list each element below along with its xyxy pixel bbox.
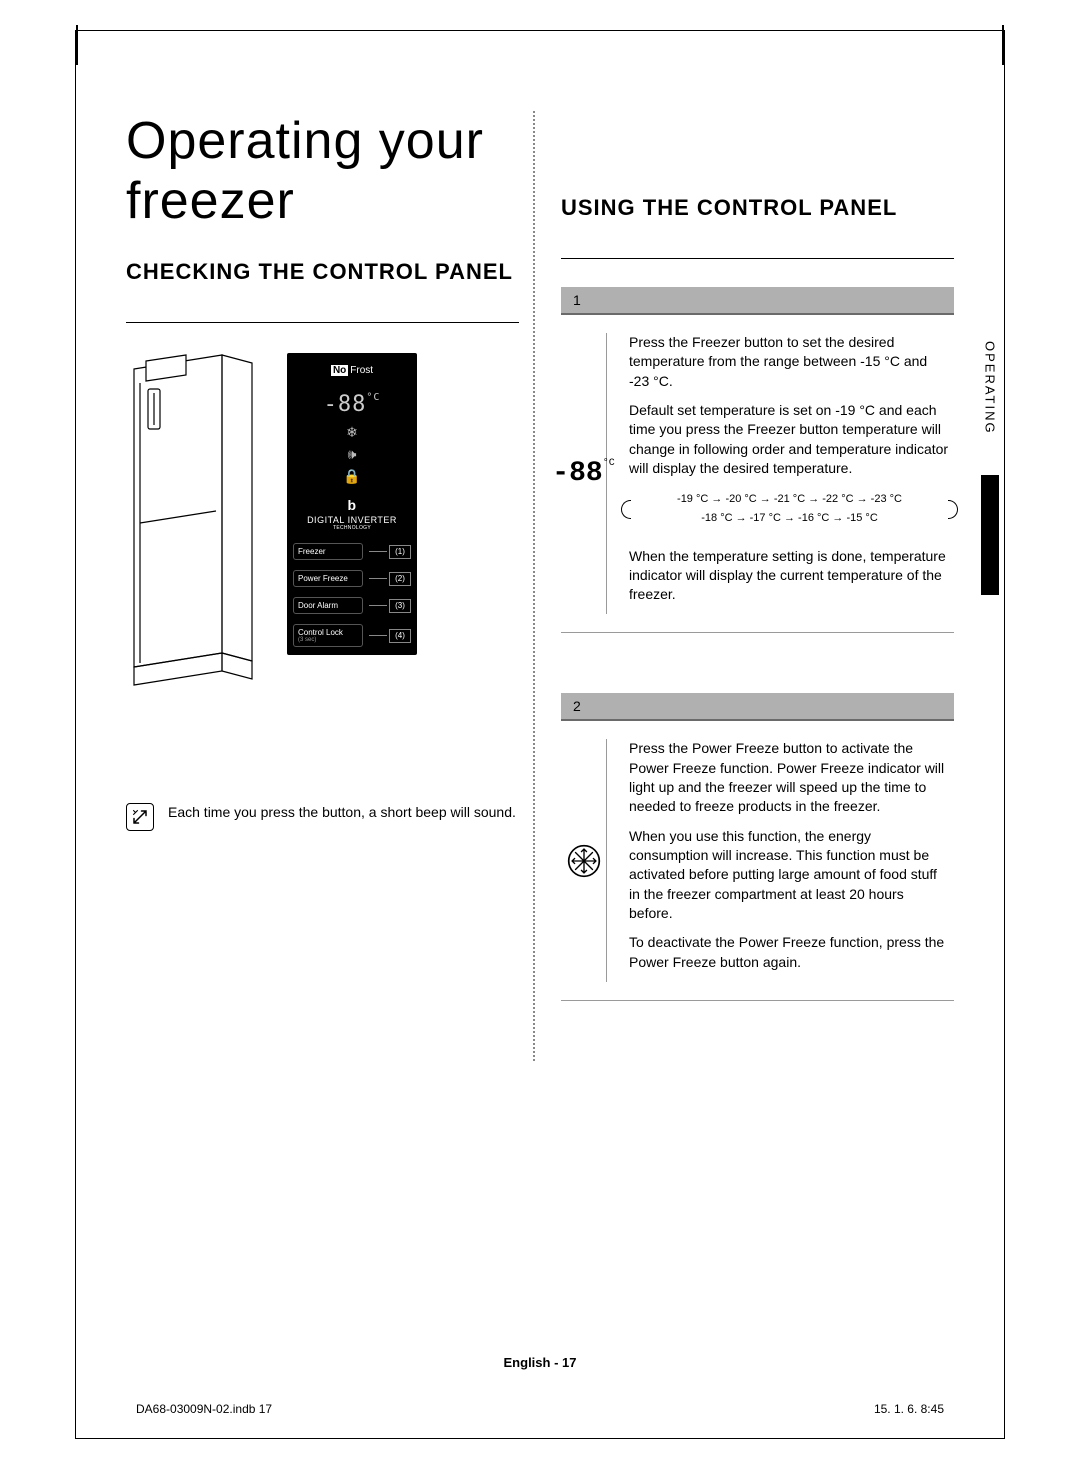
door-alarm-button-label: Door Alarm — [298, 601, 338, 610]
step-2-rule — [561, 1000, 954, 1001]
freezer-illustration — [126, 353, 261, 703]
note-icon — [126, 803, 154, 831]
step-1-icon-col: -88°C — [561, 333, 607, 614]
step-2-body: Press the Power Freeze button to activat… — [561, 721, 954, 999]
content-columns: Operating your freezer CHECKING THE CONT… — [76, 31, 1004, 1101]
step2-p2: When you use this function, the energy c… — [629, 827, 950, 924]
step1-p1: Press the Freezer button to set the desi… — [629, 333, 950, 391]
step-1-header: 1 — [561, 287, 954, 315]
step-2-header: 2 — [561, 693, 954, 721]
step2-p3: To deactivate the Power Freeze function,… — [629, 933, 950, 972]
control-lock-button-sub: (3 sec) — [298, 637, 358, 643]
temp-cycle-diagram: -19 °C → -20 °C → -21 °C → -22 °C → -23 … — [629, 490, 950, 528]
panel-button-row: Control Lock (3 sec) (4) — [287, 624, 417, 647]
crop-mark — [1002, 25, 1004, 65]
snowflake-icon: ❄ — [346, 425, 358, 439]
callout-1: (1) — [389, 545, 411, 559]
panel-brand: b DIGITAL INVERTER TECHNOLOGY — [287, 497, 417, 531]
panel-temp-unit: °C — [366, 392, 380, 403]
panel-temp-display: -88°C — [287, 392, 417, 417]
temp-display-unit: °C — [603, 458, 615, 469]
brand-line1: DIGITAL INVERTER — [307, 515, 397, 525]
cycle-line2: -18 °C → -17 °C → -16 °C → -15 °C — [629, 509, 950, 528]
page-title: Operating your freezer — [126, 111, 519, 231]
step-1-rule — [561, 632, 954, 633]
page-number-label: English - 17 — [504, 1355, 577, 1370]
callout-4: (4) — [389, 629, 411, 643]
note-row: Each time you press the button, a short … — [126, 803, 519, 831]
no-frost-rest: Frost — [350, 365, 373, 376]
brand-icon: b — [287, 497, 417, 513]
page-number: English - 17 — [76, 1355, 1004, 1370]
step-1-number: 1 — [573, 292, 581, 308]
diagram-wrap: NoFrost -88°C ❄ 🕪 🔒 b DIGITAL INVERTER T… — [126, 353, 519, 703]
page-frame: OPERATING Operating your freezer CHECKIN… — [75, 30, 1005, 1439]
step-1-body: -88°C Press the Freezer button to set th… — [561, 315, 954, 632]
step-1-text: Press the Freezer button to set the desi… — [615, 333, 950, 614]
step-2-icon-col — [561, 739, 607, 981]
step1-p2: Default set temperature is set on -19 °C… — [629, 401, 950, 478]
step-2-number: 2 — [573, 698, 581, 714]
left-column: Operating your freezer CHECKING THE CONT… — [126, 111, 519, 1061]
control-lock-button-label: Control Lock — [298, 628, 343, 637]
footer-right: 15. 1. 6. 8:45 — [874, 1402, 944, 1416]
callout-3: (3) — [389, 599, 411, 613]
freezer-button-label: Freezer — [298, 547, 326, 556]
side-tab: OPERATING — [975, 331, 1005, 611]
control-lock-button[interactable]: Control Lock (3 sec) — [293, 624, 363, 647]
brand-line2: TECHNOLOGY — [287, 525, 417, 531]
step-2: 2 — [561, 693, 954, 1000]
panel-button-row: Power Freeze (2) — [287, 570, 417, 587]
power-freeze-icon — [567, 844, 601, 878]
door-alarm-button[interactable]: Door Alarm — [293, 597, 363, 614]
temp-display-value: -88 — [552, 458, 602, 489]
panel-button-row: Freezer (1) — [287, 543, 417, 560]
step-2-text: Press the Power Freeze button to activat… — [615, 739, 950, 981]
lock-icon: 🔒 — [343, 469, 360, 483]
panel-icons: ❄ 🕪 🔒 — [287, 425, 417, 483]
side-tab-marker — [981, 475, 999, 595]
cycle-line1: -19 °C → -20 °C → -21 °C → -22 °C → -23 … — [629, 490, 950, 509]
panel-temp-value: -88 — [324, 392, 367, 417]
control-panel-illustration: NoFrost -88°C ❄ 🕪 🔒 b DIGITAL INVERTER T… — [287, 353, 417, 655]
right-column: USING THE CONTROL PANEL 1 -88°C Press th… — [533, 111, 954, 1061]
power-freeze-button[interactable]: Power Freeze — [293, 570, 363, 587]
callout-2: (2) — [389, 572, 411, 586]
no-frost-bold: No — [331, 365, 348, 376]
panel-button-row: Door Alarm (3) — [287, 597, 417, 614]
footer-left: DA68-03009N-02.indb 17 — [136, 1402, 272, 1416]
leader-line — [369, 551, 387, 552]
temp-display-icon: -88°C — [552, 458, 614, 489]
step2-p1: Press the Power Freeze button to activat… — [629, 739, 950, 816]
leader-line — [369, 635, 387, 636]
crop-mark — [76, 25, 78, 65]
alarm-icon: 🕪 — [348, 447, 357, 461]
cycle-left-arc — [621, 500, 631, 518]
freezer-button[interactable]: Freezer — [293, 543, 363, 560]
step-1: 1 -88°C Press the Freezer button to set … — [561, 287, 954, 633]
title-spacer — [561, 111, 954, 195]
right-heading: USING THE CONTROL PANEL — [561, 195, 954, 259]
no-frost-label: NoFrost — [325, 363, 379, 378]
note-text: Each time you press the button, a short … — [168, 803, 516, 822]
cycle-right-arc — [948, 500, 958, 518]
step1-p3: When the temperature setting is done, te… — [629, 547, 950, 605]
leader-line — [369, 605, 387, 606]
left-heading: CHECKING THE CONTROL PANEL — [126, 259, 519, 323]
power-freeze-button-label: Power Freeze — [298, 574, 348, 583]
leader-line — [369, 578, 387, 579]
side-tab-label: OPERATING — [983, 331, 998, 435]
